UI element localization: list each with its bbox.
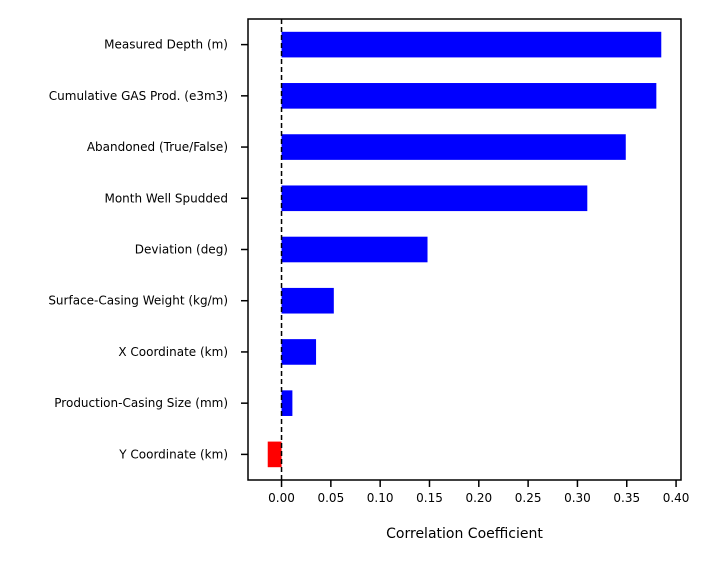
y-tick-label: Production-Casing Size (mm) xyxy=(54,396,228,410)
x-axis: 0.00 0.05 0.10 0.15 0.20 0.25 0.30 0.35 0.40 xyxy=(268,480,689,505)
y-tick-label: X Coordinate (km) xyxy=(118,345,228,359)
x-tick-label: 0.05 xyxy=(317,491,344,505)
bar xyxy=(267,441,282,468)
x-tick-label: 0.40 xyxy=(663,491,690,505)
x-tick-label: 0.25 xyxy=(515,491,542,505)
x-tick-label: 0.00 xyxy=(268,491,295,505)
bar xyxy=(281,339,317,365)
y-tick-label: Abandoned (True/False) xyxy=(87,140,228,154)
y-tick-label: Measured Depth (m) xyxy=(104,38,228,52)
x-tick-label: 0.30 xyxy=(564,491,591,505)
bar xyxy=(281,236,428,263)
bar xyxy=(281,287,334,314)
bar xyxy=(281,185,588,212)
y-tick-label: Cumulative GAS Prod. (e3m3) xyxy=(49,89,228,103)
x-tick-label: 0.10 xyxy=(367,491,394,505)
y-tick-label: Y Coordinate (km) xyxy=(118,447,228,461)
x-axis-title: Correlation Coefficient xyxy=(386,526,543,542)
bar xyxy=(281,134,626,160)
y-tick-label: Month Well Spudded xyxy=(104,191,228,205)
y-tick-label: Deviation (deg) xyxy=(135,243,228,257)
bar xyxy=(281,83,657,109)
x-tick-label: 0.20 xyxy=(465,491,492,505)
y-axis: Measured Depth (m) Cumulative GAS Prod. (… xyxy=(48,38,248,461)
bars-layer xyxy=(267,31,662,468)
y-tick-label: Surface-Casing Weight (kg/m) xyxy=(48,294,228,308)
x-tick-label: 0.15 xyxy=(416,491,443,505)
x-tick-label: 0.35 xyxy=(613,491,640,505)
bar xyxy=(281,31,662,58)
bar xyxy=(281,390,293,416)
